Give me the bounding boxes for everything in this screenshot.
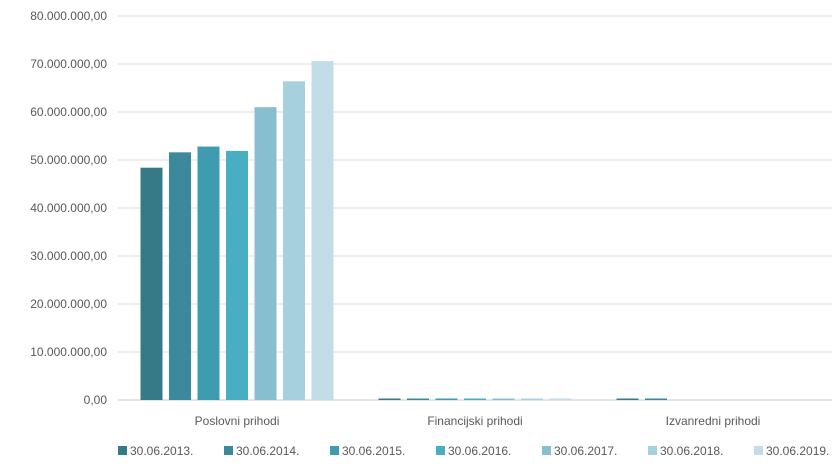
bar — [407, 398, 429, 400]
bar — [464, 398, 486, 400]
legend-swatch — [118, 446, 127, 455]
y-tick-label: 0,00 — [84, 393, 108, 407]
y-tick-label: 20.000.000,00 — [30, 297, 107, 311]
y-tick-label: 60.000.000,00 — [30, 105, 107, 119]
legend-item: 30.06.2017. — [542, 444, 617, 458]
bar — [254, 107, 277, 400]
legend-swatch — [436, 446, 445, 455]
y-tick-label: 30.000.000,00 — [30, 249, 107, 263]
y-tick-label: 80.000.000,00 — [30, 9, 107, 23]
legend-swatch — [542, 446, 551, 455]
legend-swatch — [648, 446, 657, 455]
legend-label: 30.06.2013. — [130, 444, 193, 458]
bar — [197, 146, 220, 400]
legend-label: 30.06.2015. — [342, 444, 405, 458]
bar — [169, 152, 191, 400]
bar — [521, 398, 543, 400]
legend-item: 30.06.2013. — [118, 444, 193, 458]
legend-item: 30.06.2015. — [330, 444, 405, 458]
y-tick-label: 10.000.000,00 — [30, 345, 107, 359]
legend-label: 30.06.2016. — [448, 444, 511, 458]
bar — [378, 398, 401, 400]
bar — [492, 398, 515, 400]
legend: 30.06.2013. 30.06.2014. 30.06.2015. 30.06.2… — [118, 444, 829, 458]
bars — [140, 61, 667, 401]
legend-item: 30.06.2016. — [436, 444, 511, 458]
bar — [283, 81, 305, 400]
y-axis-tick-labels: 0,00 10.000.000,00 20.000.000,00 30.000.000… — [30, 9, 107, 407]
bar — [645, 398, 667, 400]
legend-label: 30.06.2018. — [660, 444, 723, 458]
legend-item: 30.06.2019. — [754, 444, 829, 458]
x-category-label: Financijski prihodi — [427, 414, 522, 428]
y-tick-label: 40.000.000,00 — [30, 201, 107, 215]
x-axis-category-labels: Poslovni prihodi Financijski prihodi Izvan… — [195, 414, 761, 428]
legend-label: 30.06.2017. — [554, 444, 617, 458]
bar — [226, 150, 248, 400]
legend-label: 30.06.2019. — [766, 444, 829, 458]
x-category-label: Izvanredni prihodi — [666, 414, 761, 428]
bar — [311, 61, 334, 401]
bar — [616, 398, 639, 400]
legend-swatch — [754, 446, 763, 455]
y-tick-label: 70.000.000,00 — [30, 57, 107, 71]
x-category-label: Poslovni prihodi — [195, 414, 280, 428]
legend-item: 30.06.2018. — [648, 444, 723, 458]
bar — [549, 398, 572, 400]
gridlines — [118, 15, 832, 401]
bar — [140, 167, 163, 400]
legend-item: 30.06.2014. — [224, 444, 299, 458]
legend-swatch — [224, 446, 233, 455]
bar — [435, 398, 458, 400]
y-tick-label: 50.000.000,00 — [30, 153, 107, 167]
legend-swatch — [330, 446, 339, 455]
legend-label: 30.06.2014. — [236, 444, 299, 458]
